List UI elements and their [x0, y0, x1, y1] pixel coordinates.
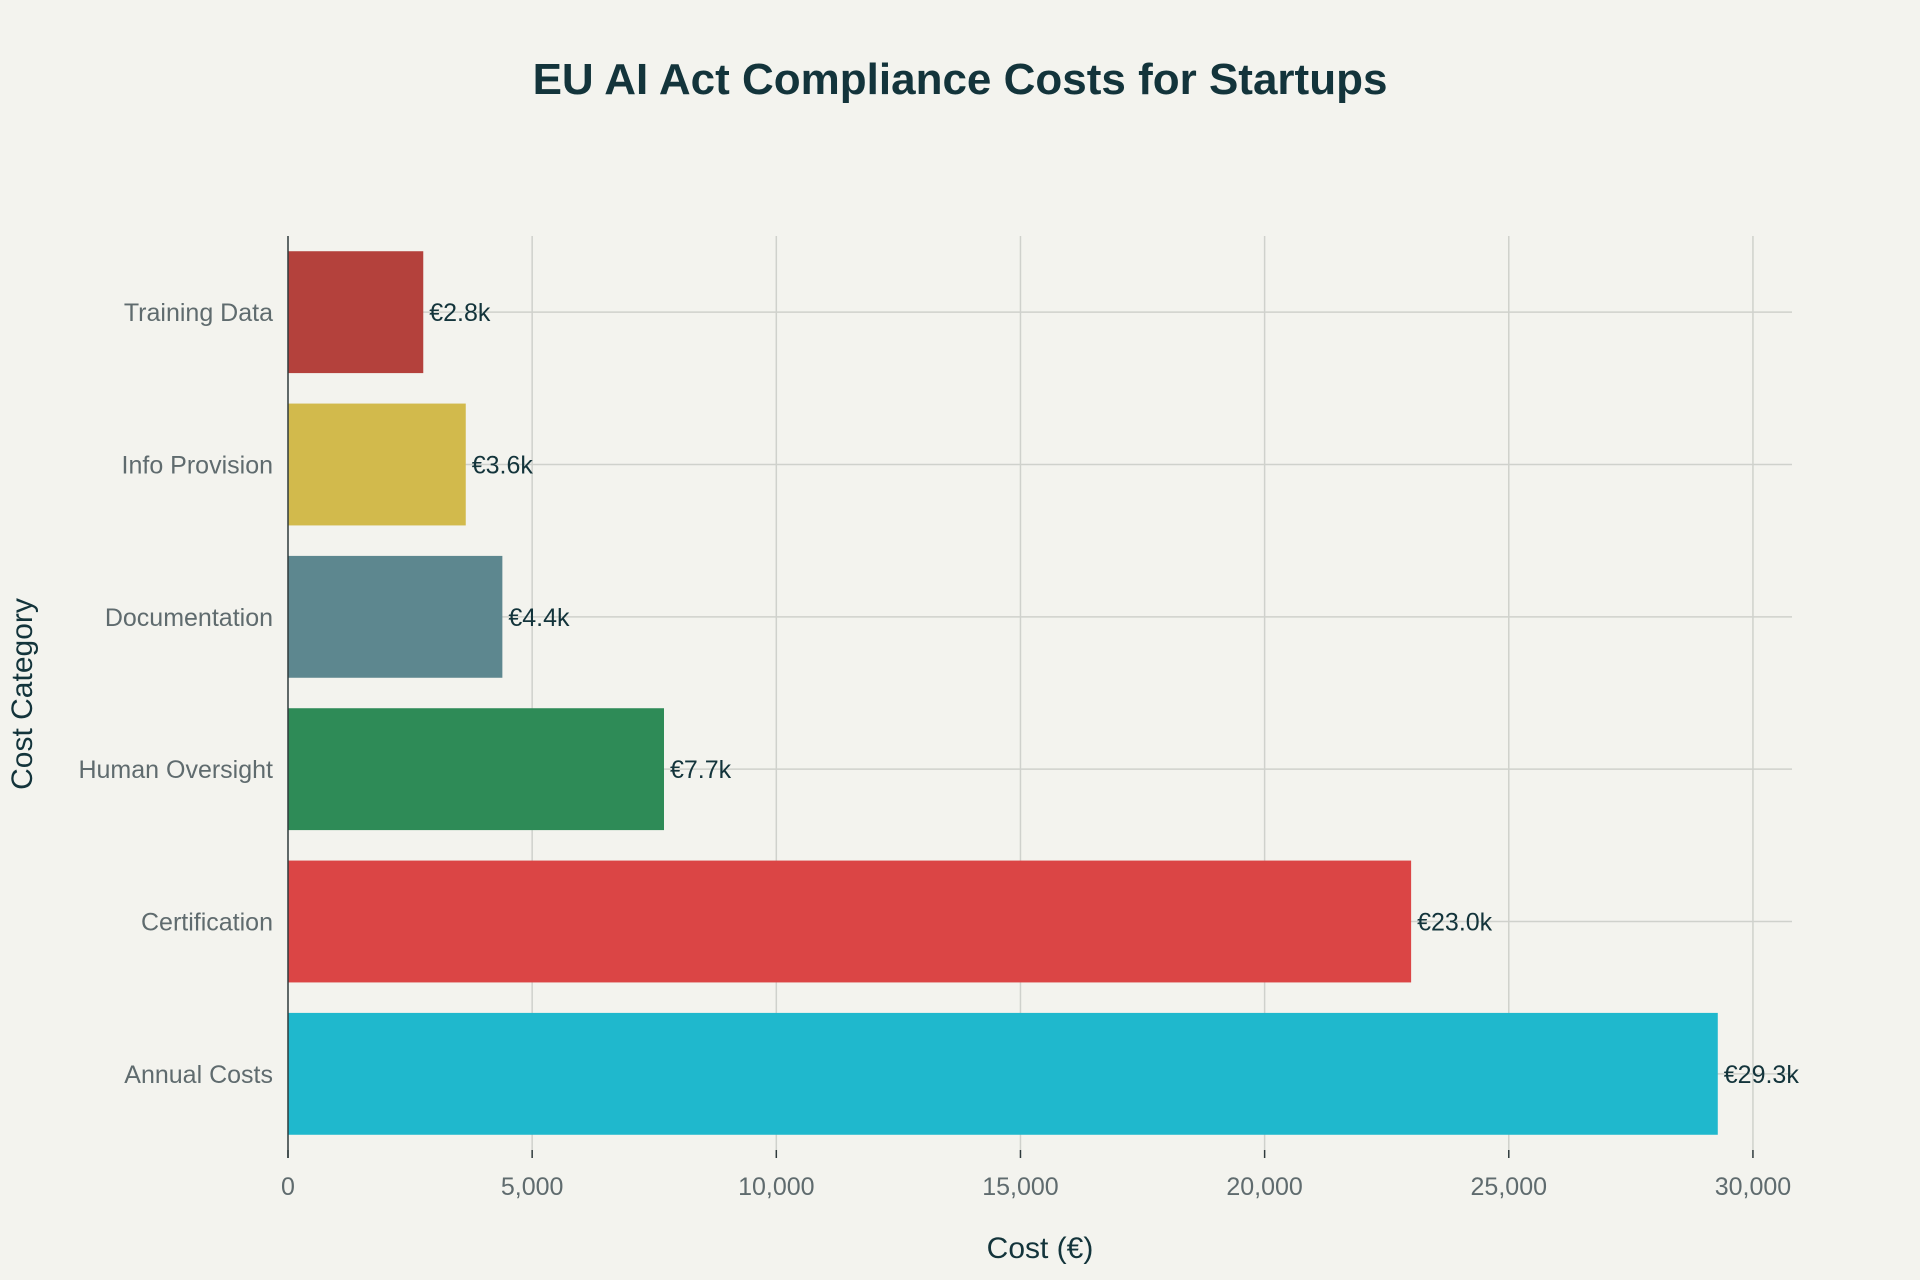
x-tick-label: 5,000 — [501, 1173, 564, 1201]
x-tick-label: 10,000 — [738, 1173, 814, 1201]
data-label: €29.3k — [1724, 1061, 1800, 1089]
bar-annual-costs — [288, 1012, 1718, 1135]
bars — [288, 251, 1718, 1135]
data-label: €23.0k — [1417, 909, 1493, 937]
x-tick-label: 25,000 — [1471, 1173, 1547, 1201]
labels: 0 5,000 10,000 15,000 20,000 25,000 30,000 Trai… — [78, 299, 1799, 1201]
x-tick-label: 15,000 — [982, 1173, 1058, 1201]
chart-title: EU AI Act Compliance Costs for Startups — [533, 55, 1388, 104]
x-tick-label: 30,000 — [1715, 1173, 1791, 1201]
x-tick-label: 20,000 — [1226, 1173, 1302, 1201]
bar-certification — [288, 860, 1412, 983]
y-tick-label: Annual Costs — [124, 1061, 273, 1089]
y-tick-label: Training Data — [124, 299, 273, 327]
bar-documentation — [288, 555, 503, 678]
data-label: €2.8k — [429, 299, 491, 327]
x-tick-label: 0 — [281, 1173, 295, 1201]
axes — [287, 236, 1754, 1158]
y-tick-label: Info Provision — [122, 452, 273, 480]
x-axis-title: Cost (€) — [987, 1232, 1094, 1265]
y-tick-label: Human Oversight — [78, 756, 273, 784]
y-tick-label: Certification — [141, 909, 273, 937]
y-tick-label: Documentation — [105, 604, 273, 632]
bar-training-data — [288, 251, 424, 374]
bar-human-oversight — [288, 708, 664, 831]
y-axis-title: Cost Category — [6, 598, 39, 790]
data-label: €7.7k — [670, 756, 732, 784]
data-label: €3.6k — [472, 452, 534, 480]
data-label: €4.4k — [508, 604, 570, 632]
bar-info-provision — [288, 403, 466, 526]
